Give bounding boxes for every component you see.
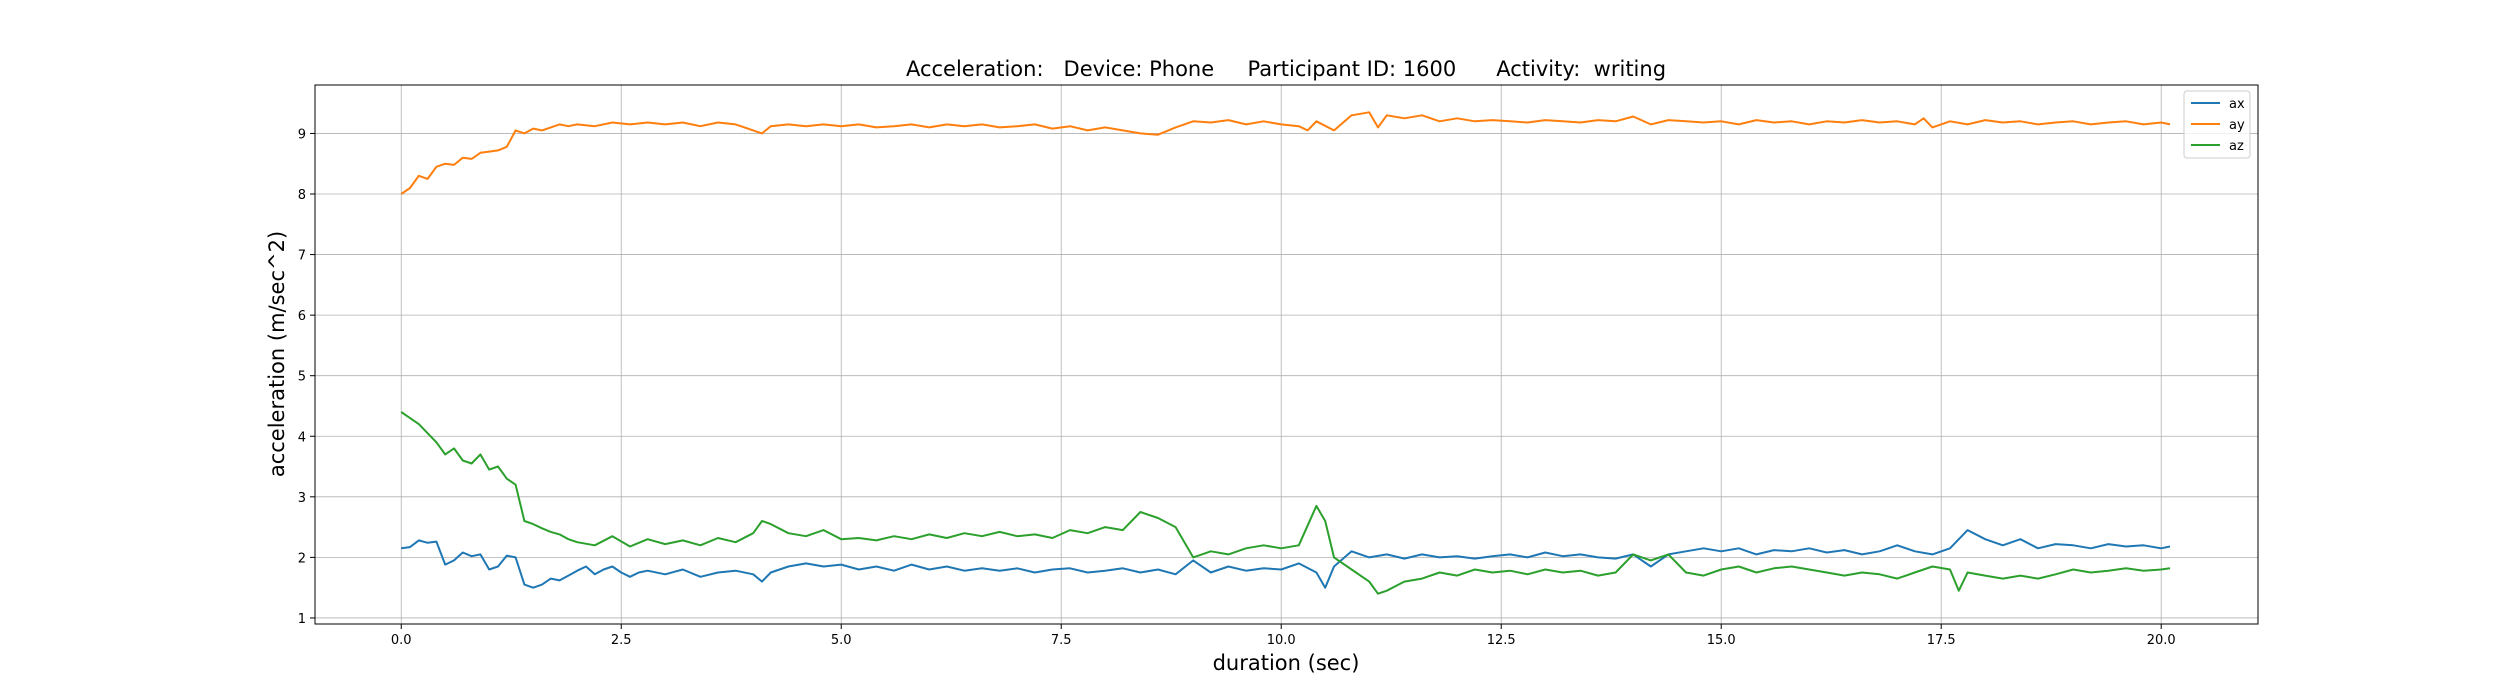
y-tick-label: 2 [298,551,306,566]
x-tick-label: 15.0 [1707,633,1736,648]
grid-lines [315,85,2258,624]
y-tick-label: 1 [298,612,306,627]
legend-label-az: az [2229,139,2244,154]
legend-label-ay: ay [2229,118,2245,133]
y-axis-ticks: 1 2 3 4 5 6 7 8 9 [298,127,315,627]
y-tick-label: 6 [298,309,306,324]
plot-frame [314,84,2259,625]
y-tick-label: 4 [298,430,306,445]
series-line-ax [401,529,2171,589]
x-tick-label: 20.0 [2147,633,2176,648]
x-tick-label: 17.5 [1927,633,1956,648]
y-tick-label: 8 [298,188,306,203]
x-tick-label: 7.5 [1051,633,1072,648]
x-tick-label: 0.0 [391,633,412,648]
y-tick-label: 7 [298,249,306,264]
legend-label-ax: ax [2229,97,2245,112]
x-tick-label: 5.0 [831,633,852,648]
x-axis-ticks: 0.0 2.5 5.0 7.5 10.0 12.5 15.0 17.5 20.0 [391,624,2176,648]
series-lines [400,111,2171,595]
y-axis-label: acceleration (m/sec^2) [265,231,289,477]
series-line-az [400,411,2171,595]
y-tick-label: 9 [298,127,306,142]
legend: ax ay az [2183,90,2251,159]
x-tick-label: 10.0 [1267,633,1296,648]
y-tick-label: 5 [298,370,306,385]
x-axis-label: duration (sec) [1213,651,1360,675]
chart-title: Acceleration: Device: Phone Participant … [906,57,1666,81]
y-tick-label: 3 [298,491,306,506]
x-tick-label: 2.5 [611,633,632,648]
x-tick-label: 12.5 [1487,633,1516,648]
series-line-ay [400,111,2171,195]
